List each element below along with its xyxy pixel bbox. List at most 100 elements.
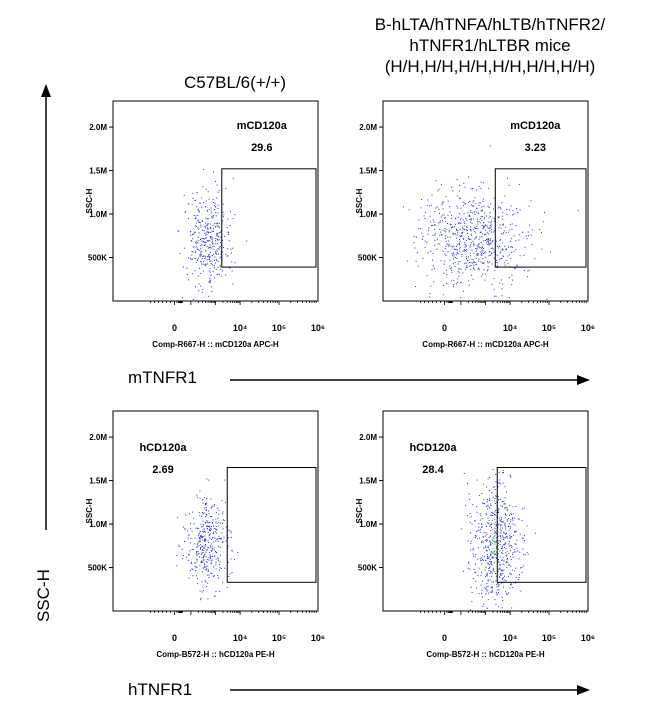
data-point <box>453 284 455 286</box>
data-point <box>216 197 218 199</box>
data-point <box>458 268 460 270</box>
data-point <box>490 591 492 593</box>
data-point <box>203 512 205 514</box>
data-point <box>464 241 466 243</box>
data-point <box>200 261 202 263</box>
data-point <box>209 227 211 229</box>
data-point <box>453 286 455 288</box>
data-point <box>500 505 502 507</box>
data-point <box>462 237 464 239</box>
data-point <box>451 245 453 247</box>
data-point <box>459 244 461 246</box>
data-point <box>203 168 205 170</box>
data-point <box>216 184 218 186</box>
data-point <box>225 540 227 542</box>
data-point <box>494 220 495 222</box>
data-point <box>464 243 466 245</box>
y-tick-label: 1.5M <box>89 477 107 486</box>
data-point <box>490 239 492 241</box>
data-point <box>183 526 185 528</box>
data-point <box>493 288 495 290</box>
data-point <box>204 547 206 549</box>
data-point <box>500 575 502 577</box>
data-point <box>455 254 457 256</box>
x-axis-label: Comp-B572-H :: hCD120a PE-H <box>426 650 544 659</box>
data-point <box>490 586 492 588</box>
data-point <box>207 598 209 600</box>
data-point <box>492 515 494 516</box>
data-point <box>201 206 203 208</box>
data-point <box>500 519 502 520</box>
data-point <box>178 230 180 232</box>
data-point <box>491 511 493 513</box>
data-point <box>430 250 432 252</box>
data-point <box>439 220 441 222</box>
data-point <box>228 233 229 235</box>
data-point <box>186 556 188 558</box>
data-point <box>423 215 425 217</box>
data-point <box>213 223 215 225</box>
data-point <box>212 536 214 538</box>
data-point <box>462 219 464 221</box>
data-point <box>508 209 510 211</box>
data-point <box>440 231 442 233</box>
data-point <box>460 282 462 283</box>
data-point <box>435 207 437 209</box>
data-point <box>475 248 477 250</box>
data-point <box>491 563 493 565</box>
data-point <box>453 253 455 255</box>
data-point <box>502 563 504 565</box>
data-point <box>449 224 451 226</box>
data-point <box>215 528 216 530</box>
data-point <box>481 236 483 237</box>
data-point <box>202 536 204 537</box>
data-point <box>455 248 457 250</box>
data-point <box>496 586 498 588</box>
data-point <box>508 552 510 554</box>
data-point <box>478 268 480 270</box>
data-point <box>193 523 195 525</box>
data-point <box>491 591 492 593</box>
data-point <box>479 222 481 224</box>
data-point <box>177 230 179 232</box>
data-point <box>499 536 501 537</box>
data-point <box>486 225 488 227</box>
data-point <box>467 212 469 214</box>
data-point <box>519 255 521 257</box>
data-point <box>205 200 207 202</box>
data-point <box>495 537 497 539</box>
data-point <box>201 291 203 293</box>
data-point <box>444 230 446 232</box>
data-point <box>472 553 474 555</box>
data-point <box>472 188 474 190</box>
data-point <box>504 507 506 508</box>
data-point <box>460 207 462 209</box>
data-point <box>205 263 207 265</box>
data-point <box>434 244 436 246</box>
data-point <box>510 565 512 567</box>
data-point <box>470 238 472 240</box>
data-point <box>499 550 501 552</box>
data-point <box>431 225 433 226</box>
data-point <box>225 502 226 504</box>
data-point <box>434 234 436 236</box>
data-point <box>476 211 478 213</box>
data-point <box>208 295 210 297</box>
data-point <box>475 580 477 582</box>
data-point <box>449 268 451 270</box>
data-point <box>205 544 206 545</box>
data-point <box>465 203 467 205</box>
data-point <box>201 197 203 199</box>
data-point <box>482 210 483 212</box>
data-point <box>205 531 207 533</box>
data-point <box>493 257 495 259</box>
data-point <box>485 588 487 589</box>
data-point <box>194 218 196 220</box>
data-point <box>472 504 474 506</box>
data-point <box>452 254 453 256</box>
data-point <box>490 242 492 244</box>
data-point <box>231 261 233 263</box>
data-point <box>223 214 225 216</box>
